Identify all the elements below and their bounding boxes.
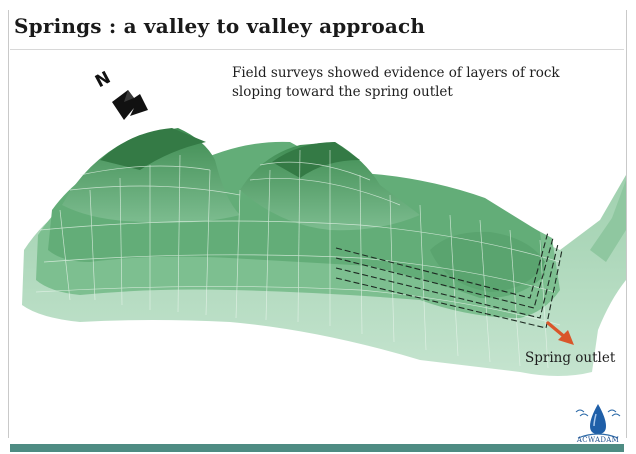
terrain-middle-hill-crest xyxy=(272,142,360,178)
bottom-bar xyxy=(10,444,624,452)
rock-layer-lines xyxy=(335,231,563,329)
title-divider xyxy=(10,49,624,50)
acwadam-logo-text: ACWADAM xyxy=(576,436,620,444)
field-survey-note: Field surveys showed evidence of layers … xyxy=(232,64,592,102)
slide-title: Springs : a valley to valley approach xyxy=(14,14,426,38)
spring-outlet-label: Spring outlet xyxy=(525,350,616,366)
left-border xyxy=(8,10,9,438)
spring-outlet-arrow xyxy=(546,321,574,345)
terrain-grid xyxy=(35,149,561,369)
note-line-1: Field surveys showed evidence of layers … xyxy=(232,65,560,81)
terrain-left-hill xyxy=(62,128,240,223)
right-border xyxy=(626,10,627,438)
note-line-2: sloping toward the spring outlet xyxy=(232,84,453,100)
terrain-left-hill-crest xyxy=(100,128,206,170)
acwadam-logo-icon xyxy=(575,404,621,439)
terrain-right-ridge xyxy=(590,180,626,262)
north-arrow-icon xyxy=(112,90,148,120)
terrain-right-dome xyxy=(430,231,545,292)
